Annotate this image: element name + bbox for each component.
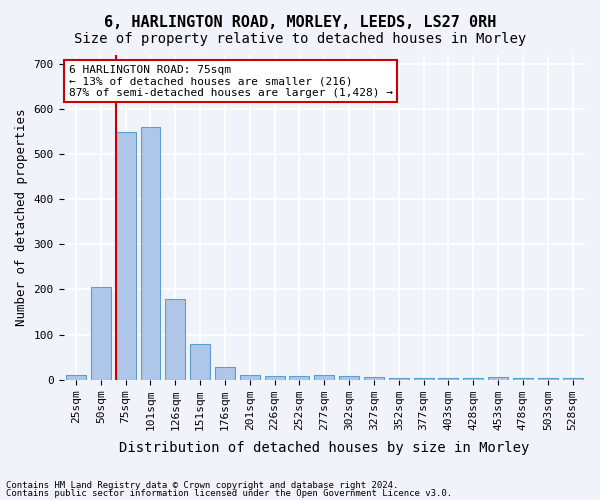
Bar xyxy=(116,132,136,380)
Bar xyxy=(314,375,334,380)
Bar xyxy=(538,378,557,380)
Bar xyxy=(488,378,508,380)
Bar xyxy=(140,127,160,380)
Bar xyxy=(166,300,185,380)
Bar xyxy=(66,375,86,380)
Bar xyxy=(389,378,409,380)
Text: Size of property relative to detached houses in Morley: Size of property relative to detached ho… xyxy=(74,32,526,46)
Bar xyxy=(563,378,583,380)
Bar xyxy=(513,378,533,380)
Bar xyxy=(91,287,111,380)
Bar xyxy=(413,378,434,380)
Text: Contains public sector information licensed under the Open Government Licence v3: Contains public sector information licen… xyxy=(6,488,452,498)
Bar xyxy=(439,378,458,380)
Bar xyxy=(190,344,210,380)
Text: Contains HM Land Registry data © Crown copyright and database right 2024.: Contains HM Land Registry data © Crown c… xyxy=(6,481,398,490)
Bar xyxy=(215,367,235,380)
Bar xyxy=(289,376,310,380)
X-axis label: Distribution of detached houses by size in Morley: Distribution of detached houses by size … xyxy=(119,441,529,455)
Bar xyxy=(339,376,359,380)
Text: 6, HARLINGTON ROAD, MORLEY, LEEDS, LS27 0RH: 6, HARLINGTON ROAD, MORLEY, LEEDS, LS27 … xyxy=(104,15,496,30)
Text: 6 HARLINGTON ROAD: 75sqm
← 13% of detached houses are smaller (216)
87% of semi-: 6 HARLINGTON ROAD: 75sqm ← 13% of detach… xyxy=(69,64,393,98)
Bar xyxy=(463,378,483,380)
Bar xyxy=(265,376,284,380)
Bar xyxy=(240,375,260,380)
Y-axis label: Number of detached properties: Number of detached properties xyxy=(15,108,28,326)
Bar xyxy=(364,378,384,380)
